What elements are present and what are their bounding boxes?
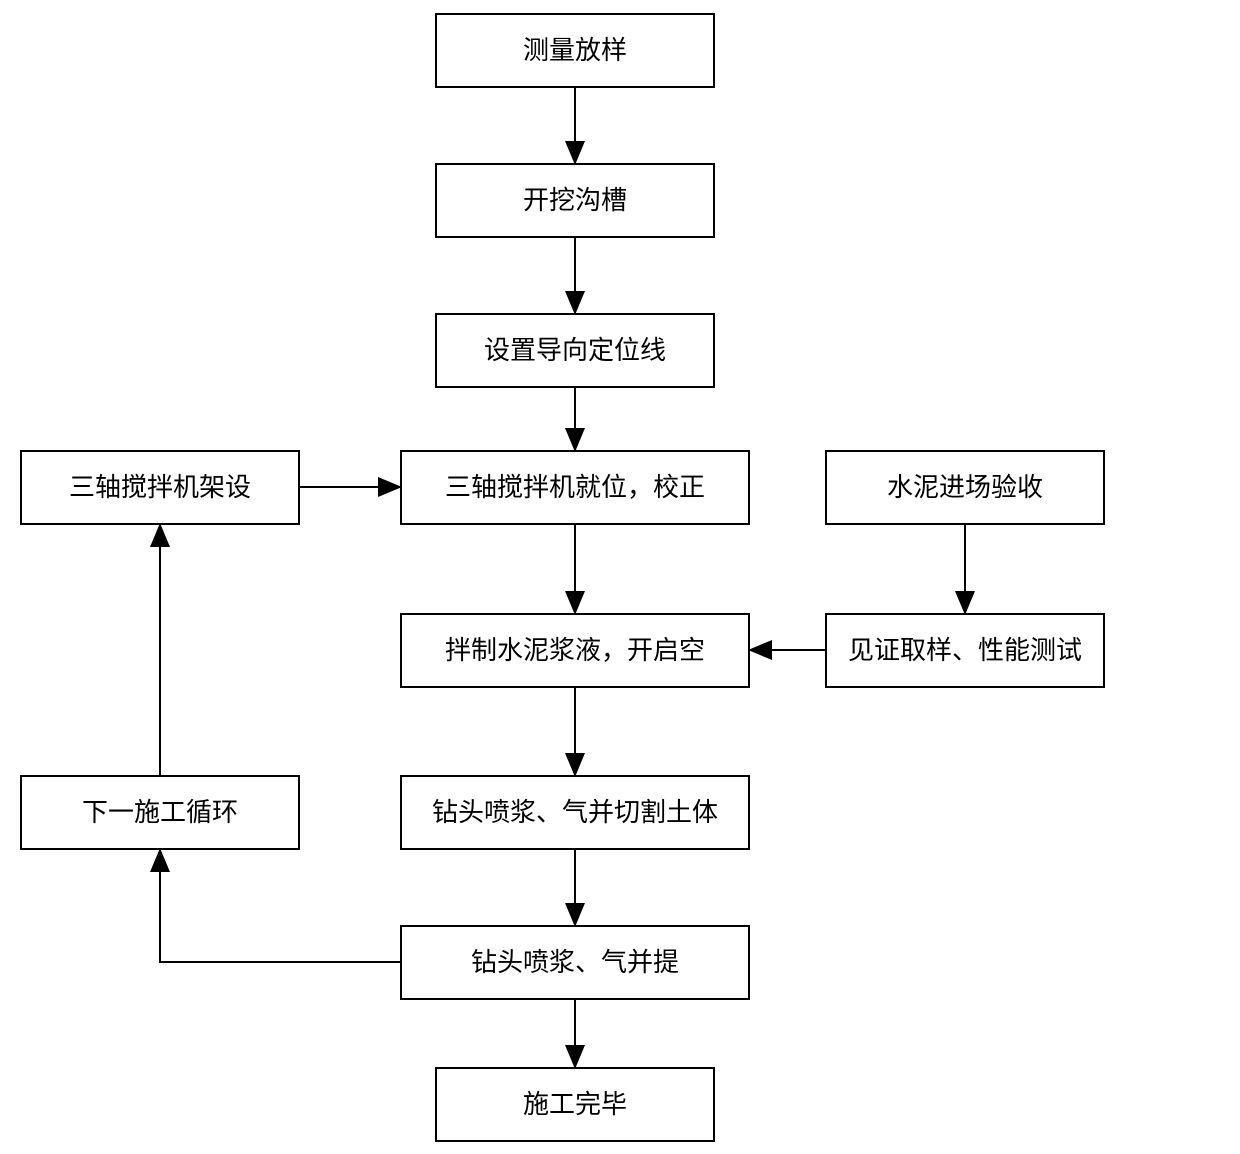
- node-label: 水泥进场验收: [887, 471, 1043, 505]
- flowchart-node-nr2: 见证取样、性能测试: [825, 613, 1105, 688]
- flowchart-node-n7: 钻头喷浆、气并提: [400, 925, 750, 1000]
- node-label: 施工完毕: [523, 1088, 627, 1122]
- node-label: 下一施工循环: [82, 796, 238, 830]
- node-label: 三轴搅拌机就位，校正: [445, 471, 705, 505]
- node-label: 拌制水泥浆液，开启空: [445, 634, 705, 668]
- flowchart-node-n2: 开挖沟槽: [435, 163, 715, 238]
- flowchart-node-n6: 钻头喷浆、气并切割土体: [400, 775, 750, 850]
- node-label: 见证取样、性能测试: [848, 634, 1082, 668]
- flowchart-node-n4: 三轴搅拌机就位，校正: [400, 450, 750, 525]
- flowchart-node-nl1: 三轴搅拌机架设: [20, 450, 300, 525]
- node-label: 三轴搅拌机架设: [69, 471, 251, 505]
- flowchart-node-n8: 施工完毕: [435, 1067, 715, 1142]
- flowchart-node-n1: 测量放样: [435, 13, 715, 88]
- flowchart-node-n3: 设置导向定位线: [435, 313, 715, 388]
- node-label: 测量放样: [523, 34, 627, 68]
- flowchart-node-n5: 拌制水泥浆液，开启空: [400, 613, 750, 688]
- flowchart-node-nr1: 水泥进场验收: [825, 450, 1105, 525]
- flowchart-node-nl2: 下一施工循环: [20, 775, 300, 850]
- node-label: 钻头喷浆、气并提: [471, 946, 679, 980]
- edge-n7-nl2: [160, 850, 400, 962]
- node-label: 设置导向定位线: [484, 334, 666, 368]
- node-label: 钻头喷浆、气并切割土体: [432, 796, 718, 830]
- node-label: 开挖沟槽: [523, 184, 627, 218]
